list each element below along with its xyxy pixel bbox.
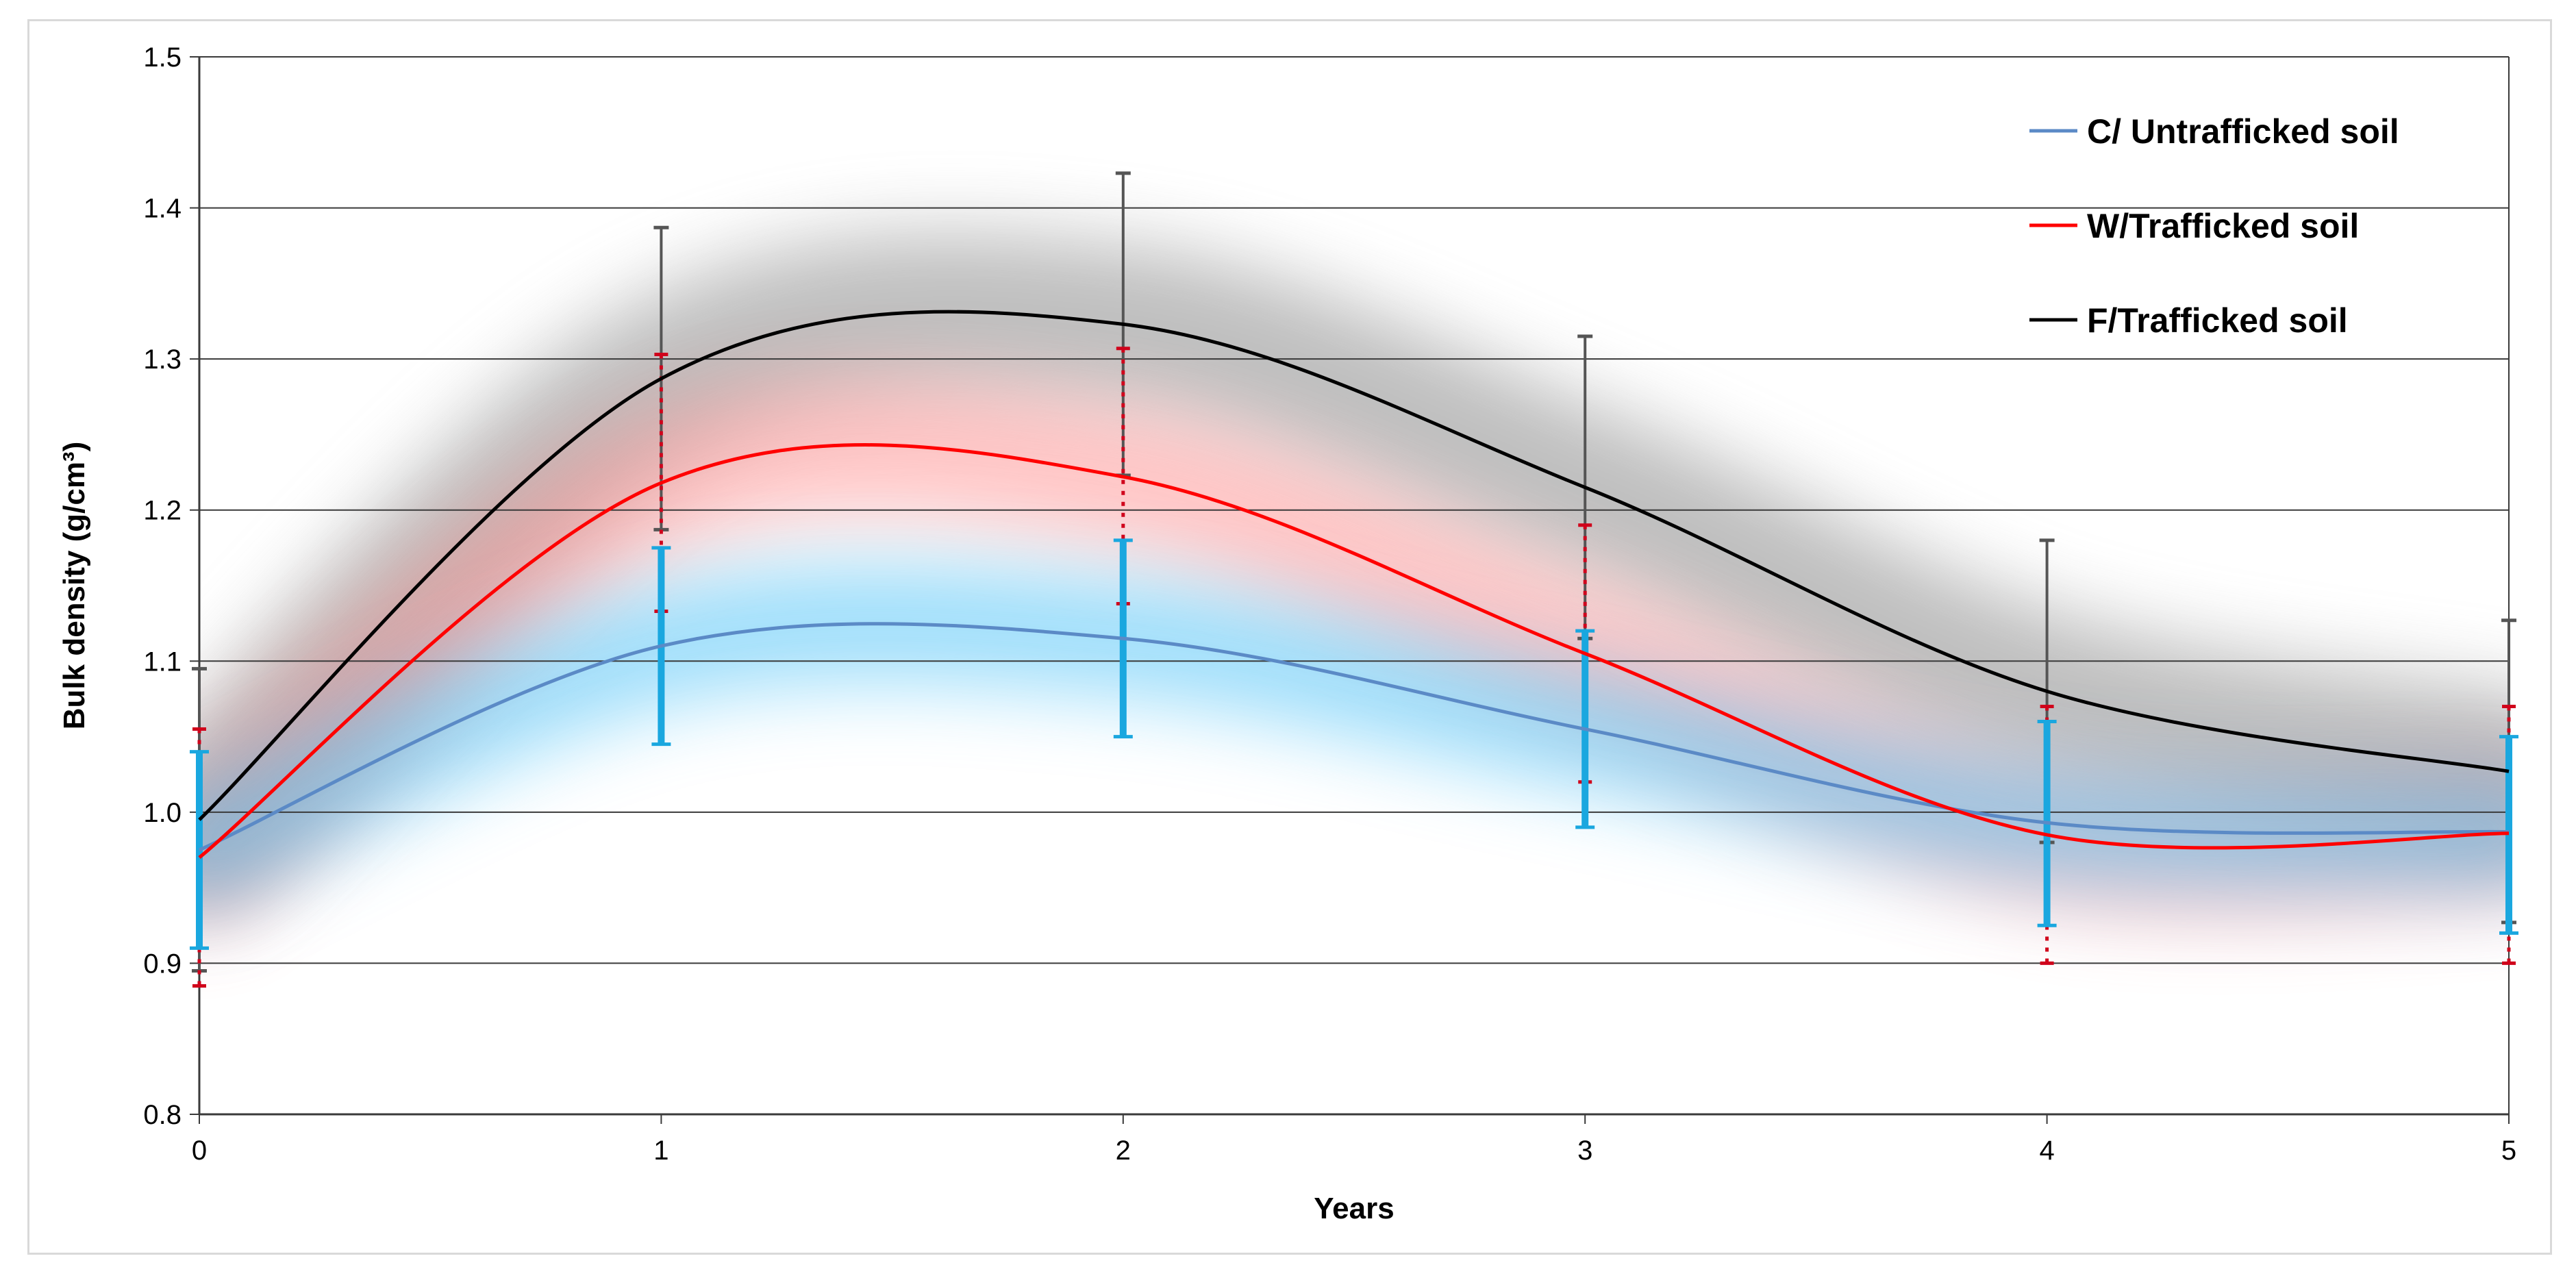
x-tick-label: 1 xyxy=(653,1136,668,1166)
bulk-density-chart: 0.8 0.9 1.0 1.1 1.2 1.3 1.4 1.5 0 1 2 3 4 5 C/ Untraf… xyxy=(58,42,2518,1225)
x-axis-title: Years xyxy=(1314,1192,1394,1225)
y-tick-label: 0.9 xyxy=(143,949,182,979)
y-tick-label: 1.3 xyxy=(143,344,182,375)
y-tick-label: 1.2 xyxy=(143,496,182,526)
gridlines xyxy=(199,56,2509,964)
y-tick-label: 1.1 xyxy=(143,647,182,677)
axis-labels: Years Bulk density (g/cm³) xyxy=(58,442,1395,1225)
y-tick-label: 0.8 xyxy=(143,1100,182,1130)
x-tick-label: 4 xyxy=(2039,1136,2054,1166)
legend-label-3: F/Trafficked soil xyxy=(2087,301,2348,340)
legend-label-1: C/ Untrafficked soil xyxy=(2087,112,2399,151)
series-line-1 xyxy=(198,622,2510,852)
series-glow-layer xyxy=(199,233,2509,927)
y-axis-title: Bulk density (g/cm³) xyxy=(58,442,91,730)
series-line-2 xyxy=(198,443,2510,859)
legend-label-2: W/Trafficked soil xyxy=(2087,207,2359,245)
y-tick-label: 1.5 xyxy=(143,42,182,73)
y-tick-label: 1.0 xyxy=(143,798,182,828)
legend: C/ Untrafficked soil W/Trafficked soil F/T… xyxy=(2029,112,2399,340)
chart-frame: 0.8 0.9 1.0 1.1 1.2 1.3 1.4 1.5 0 1 2 3 4 5 C/ Untraf… xyxy=(27,19,2552,1255)
series-lines xyxy=(198,310,2510,859)
y-tick-label: 1.4 xyxy=(143,194,182,224)
x-tick-label: 2 xyxy=(1116,1136,1131,1166)
axes: 0.8 0.9 1.0 1.1 1.2 1.3 1.4 1.5 0 1 2 3 4 5 xyxy=(143,42,2516,1166)
x-tick-label: 3 xyxy=(1577,1136,1592,1166)
x-tick-label: 5 xyxy=(2501,1136,2516,1166)
series-line-3 xyxy=(198,310,2510,821)
x-tick-label: 0 xyxy=(192,1136,207,1166)
